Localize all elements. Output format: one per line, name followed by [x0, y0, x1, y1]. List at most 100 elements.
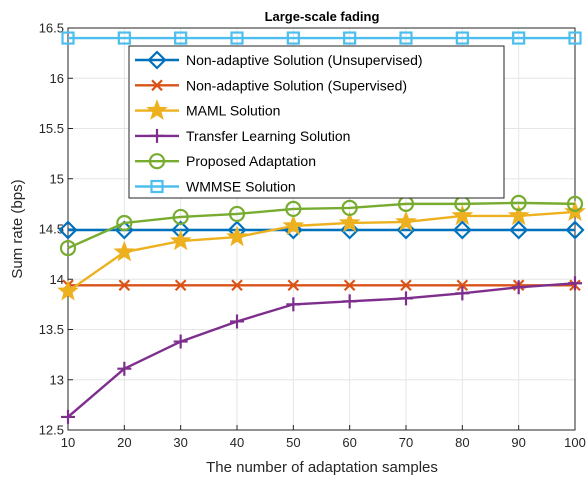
data-point [399, 31, 413, 45]
series-3 [57, 200, 586, 301]
data-point [343, 31, 357, 45]
x-tick-label: 20 [117, 435, 131, 450]
x-tick-label: 100 [564, 435, 586, 450]
data-point [285, 200, 302, 217]
legend-label: Non-adaptive Solution (Supervised) [186, 77, 407, 93]
data-point [286, 31, 300, 45]
legend-label: Non-adaptive Solution (Unsupervised) [186, 52, 423, 68]
legend-label: Proposed Adaptation [186, 153, 316, 169]
data-point [507, 204, 530, 226]
data-point [58, 220, 78, 240]
y-tick-label: 13.5 [39, 322, 64, 337]
data-point [59, 239, 77, 257]
legend-marker [150, 179, 164, 194]
series-line [67, 282, 576, 418]
data-point [338, 211, 361, 233]
x-tick-label: 50 [286, 435, 300, 450]
data-point [169, 229, 192, 251]
data-point [343, 279, 356, 292]
data-point [566, 195, 584, 212]
data-point [231, 279, 243, 292]
data-point [287, 279, 300, 292]
data-point [172, 208, 189, 226]
y-tick-label: 12.5 [39, 423, 64, 438]
data-point [174, 279, 187, 292]
series-line [67, 201, 576, 250]
legend-marker [147, 50, 167, 70]
data-point [57, 279, 79, 301]
data-point [510, 194, 527, 211]
y-tick-label: 14 [50, 272, 64, 287]
x-tick-label: 70 [399, 435, 413, 450]
x-tick-label: 90 [511, 435, 525, 450]
legend-marker [146, 99, 168, 120]
x-tick-label: 40 [230, 435, 244, 450]
legend-box [128, 45, 505, 199]
series-5 [59, 194, 584, 257]
x-axis-label: The number of adaptation samples [206, 459, 438, 476]
data-point [451, 204, 474, 226]
y-tick-label: 16.5 [39, 21, 64, 36]
legend-entry: Transfer Learning Solution [135, 128, 350, 144]
data-point [512, 31, 526, 45]
legend-entry: MAML Solution [135, 99, 280, 120]
legend-entry: Proposed Adaptation [135, 153, 316, 170]
legend-entry: Non-adaptive Solution (Supervised) [135, 77, 407, 93]
x-tick-label: 80 [455, 435, 469, 450]
y-tick-label: 15 [50, 171, 64, 186]
data-point [511, 280, 526, 295]
x-tick-label: 30 [173, 435, 187, 450]
data-point [568, 276, 582, 291]
data-point [509, 220, 529, 240]
y-tick-label: 15.5 [39, 121, 64, 136]
data-point [455, 31, 469, 45]
legend-marker [150, 128, 164, 143]
data-point [282, 214, 305, 236]
data-point [117, 361, 132, 376]
data-point [565, 220, 585, 240]
data-point [455, 286, 470, 301]
series-6 [61, 31, 582, 45]
legend-label: WMMSE Solution [186, 179, 296, 195]
data-point [342, 294, 357, 309]
data-point [399, 291, 413, 306]
x-tick-label: 60 [342, 435, 356, 450]
y-tick-label: 16 [50, 71, 64, 86]
data-point [230, 314, 244, 329]
data-point [113, 240, 136, 262]
legend-entry: WMMSE Solution [135, 179, 296, 195]
series-line [67, 210, 576, 293]
data-point [61, 31, 75, 45]
axis-ticks: 10 20 30 40 50 60 70 80 90 100 12.5 13 13.5 14 14.5 15 1… [39, 21, 586, 451]
data-point [173, 334, 188, 349]
legend-entry: Non-adaptive Solution (Unsupervised) [135, 50, 423, 70]
chart-title: Large-scale fading [265, 9, 380, 24]
data-point [228, 205, 246, 223]
legend-marker [148, 153, 166, 170]
data-point [61, 409, 75, 424]
data-point [230, 31, 244, 45]
y-tick-label: 14.5 [39, 222, 64, 237]
y-axis-label: Sum rate (bps) [9, 179, 26, 278]
legend-label: MAML Solution [186, 103, 280, 119]
data-point [286, 297, 301, 312]
data-point [341, 199, 358, 216]
legend-label: Transfer Learning Solution [186, 128, 350, 144]
series-layer [57, 31, 586, 424]
data-point [395, 210, 417, 232]
legend-marker [151, 79, 163, 92]
y-tick-label: 13 [50, 372, 64, 387]
data-point [568, 31, 582, 45]
data-point [174, 31, 188, 45]
data-point [116, 214, 133, 232]
x-tick-label: 10 [61, 435, 75, 450]
legend: Non-adaptive Solution (Unsupervised) Non-… [128, 45, 505, 199]
data-point [400, 279, 412, 292]
series-4 [61, 276, 582, 424]
data-point [452, 220, 472, 240]
data-point [117, 31, 131, 45]
data-point [118, 279, 131, 292]
data-point [456, 279, 469, 292]
data-point [226, 225, 248, 247]
